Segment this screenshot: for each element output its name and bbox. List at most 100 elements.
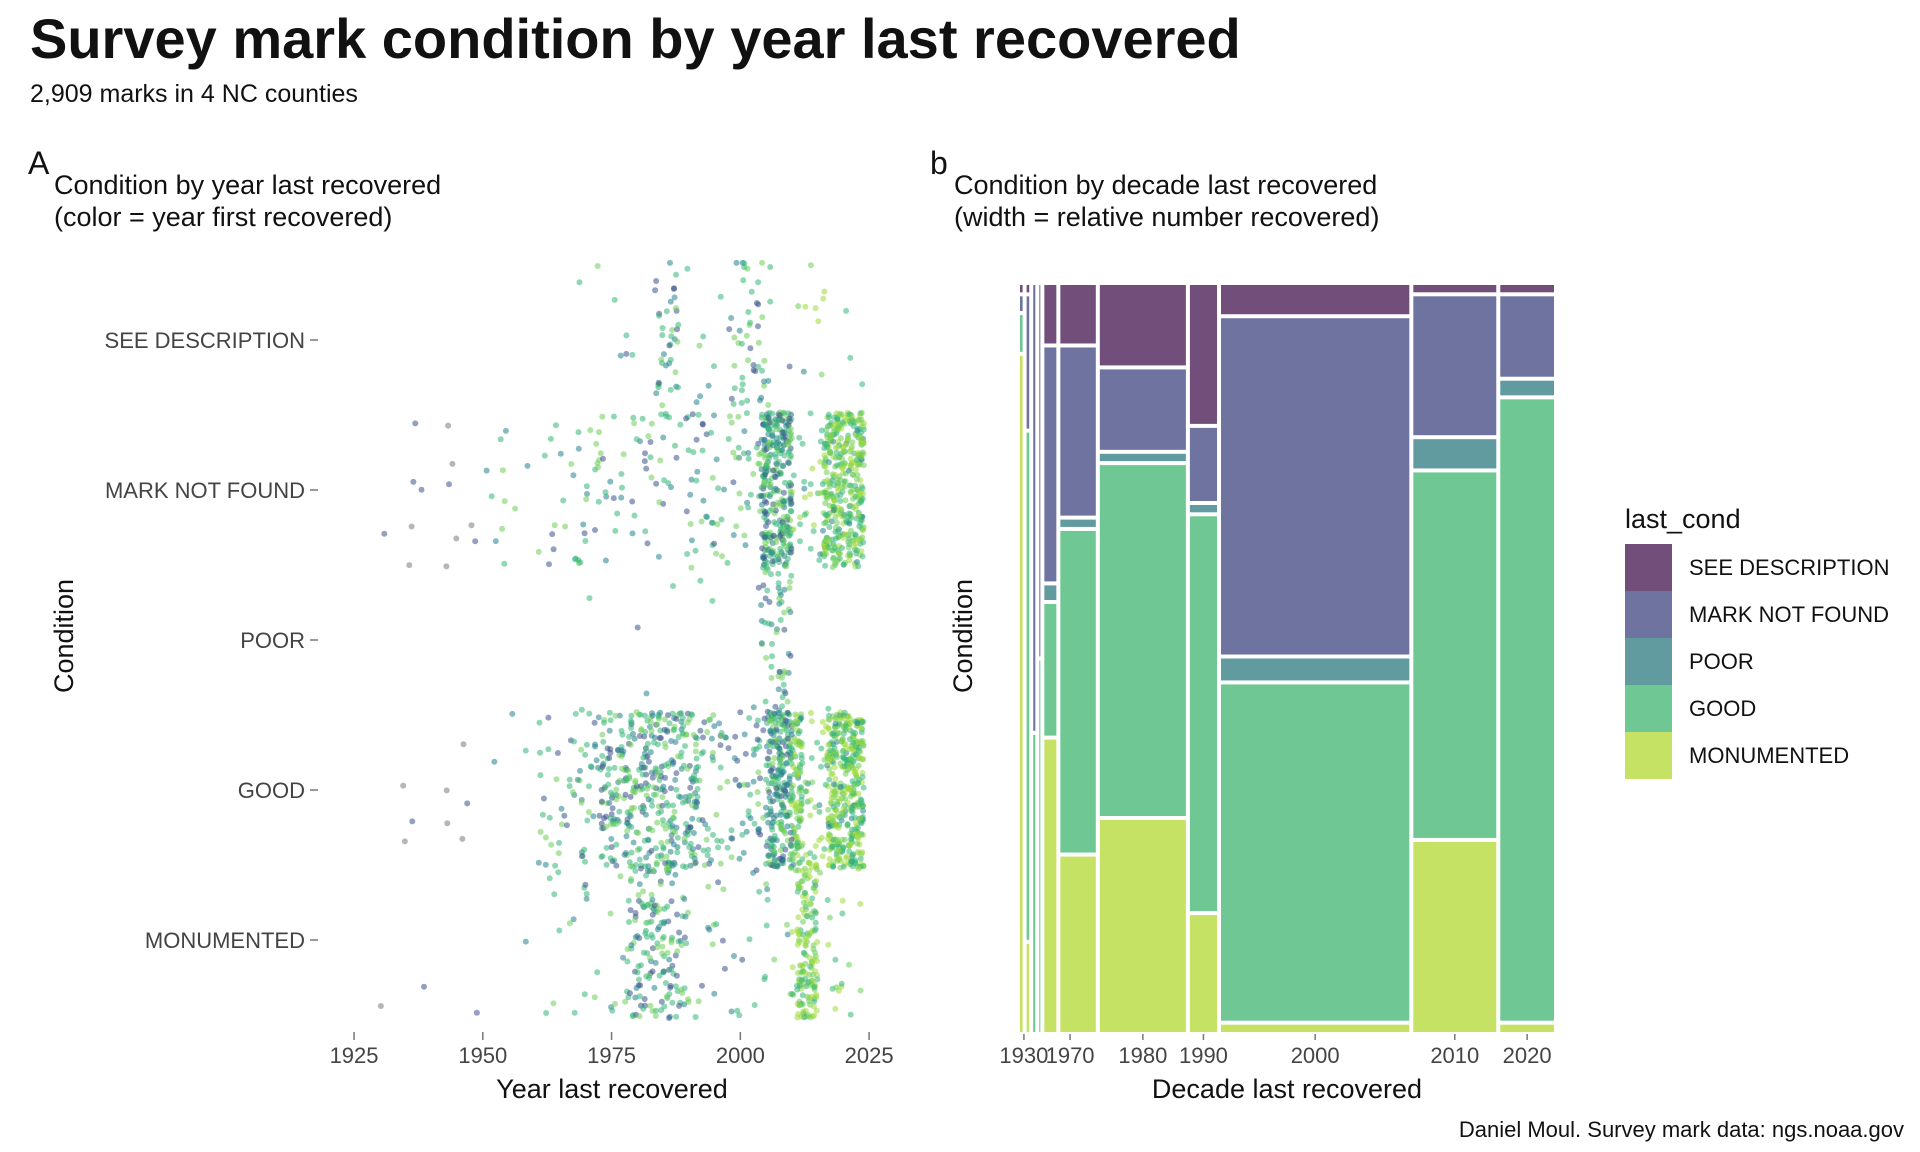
data-point [673,715,680,722]
data-point [627,813,634,820]
mosaic-cell [1221,684,1410,1021]
data-point [700,749,707,755]
data-point [684,551,691,557]
data-point [859,741,866,748]
data-point [665,712,671,719]
data-point [851,831,858,838]
data-point [632,868,639,874]
data-point [771,857,778,864]
data-point [763,523,769,529]
data-point [604,771,611,778]
data-point [809,895,816,902]
mosaic-cell [1500,380,1554,396]
data-point [659,402,666,409]
data-point [668,333,675,340]
y-tick-label: GOOD [238,778,305,803]
data-point [768,674,775,681]
mosaic-cell [1221,658,1410,681]
data-point [661,716,668,723]
data-point [551,522,558,529]
data-point [628,942,635,949]
data-point [651,739,657,746]
data-point [584,490,590,497]
data-point [512,505,519,512]
data-point [663,865,670,871]
data-point [760,727,767,734]
data-point [786,460,792,467]
data-point [738,340,745,347]
data-point [846,848,853,855]
data-point [636,1013,643,1020]
mosaic-cell [1026,943,1030,1032]
data-point [657,457,664,464]
data-point [663,799,670,806]
data-point [667,356,674,363]
data-point [548,841,555,848]
data-point [853,502,859,509]
data-point [695,998,702,1005]
data-point [644,868,651,874]
data-point [673,786,680,793]
data-point [673,824,680,831]
data-point [769,826,776,833]
data-point [630,730,636,737]
x-tick-label: 1975 [587,1043,636,1068]
data-point [858,453,865,460]
data-point [805,998,812,1005]
data-point [849,471,856,478]
data-point [705,382,712,389]
data-point [812,953,819,960]
data-point [739,820,746,827]
data-point [736,327,743,334]
data-point [575,429,582,436]
data-point [852,493,859,500]
data-point [818,371,825,378]
data-point [768,780,775,787]
data-point [771,710,777,717]
data-point [840,754,847,761]
panel-a-x-axis: 1925 1950 1975 2000 2025 [330,1032,894,1068]
data-point [666,342,673,349]
data-point [620,954,627,961]
data-point [770,843,777,850]
data-point [631,512,638,519]
data-point [795,303,802,310]
data-point [444,820,451,827]
data-point [715,879,722,886]
data-point [828,518,835,525]
mosaic-cell [1060,285,1096,344]
data-point [733,523,740,530]
data-point [606,800,613,806]
data-point [790,764,797,770]
data-point [574,776,581,783]
panel-a-y-axis-label: Condition [49,579,79,693]
data-point [860,807,867,814]
data-point [656,499,663,506]
data-point [826,914,833,921]
data-point [833,519,840,526]
data-point [807,812,814,819]
data-point [784,921,790,928]
data-point [629,351,636,358]
data-point [580,521,587,528]
data-point [627,907,634,914]
data-point [758,394,765,401]
data-point [759,367,765,374]
data-point [736,1012,743,1019]
data-point [785,669,792,676]
data-point [736,490,743,497]
data-point [769,410,776,417]
data-point [631,420,638,427]
data-point [670,802,676,809]
data-point [857,435,864,442]
data-point [619,484,625,491]
data-point [858,797,865,804]
data-point [674,911,680,918]
data-point [820,295,827,302]
data-point [728,395,735,402]
data-point [541,452,548,459]
data-point [786,524,792,531]
data-point [834,476,841,483]
data-point [806,873,813,880]
data-point [579,853,585,860]
